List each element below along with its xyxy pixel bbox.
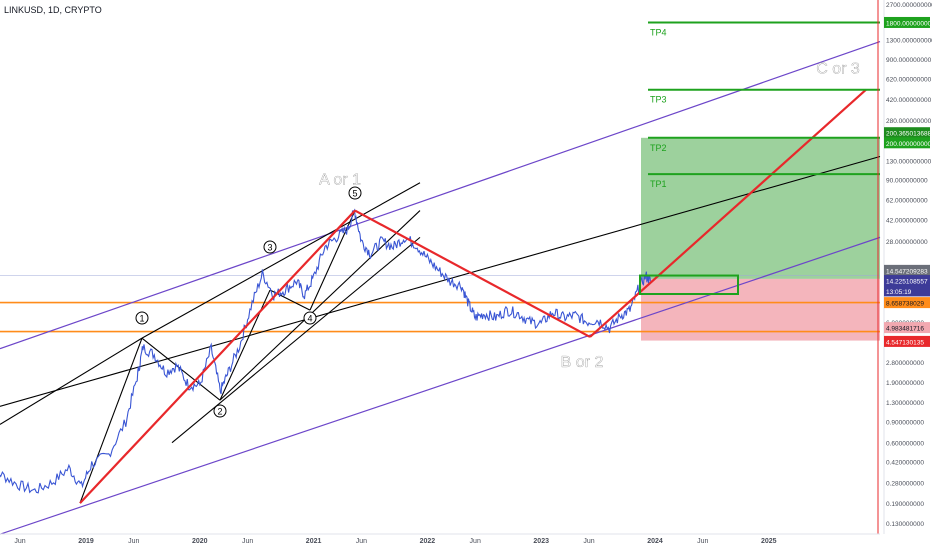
trendline-fan	[171, 236, 421, 444]
target-label-tp1: TP1	[650, 179, 667, 189]
price-axis-tick-label: 130.000000000	[886, 158, 932, 165]
wave-point-label: 3	[267, 243, 272, 253]
time-axis-tick-label: 2020	[192, 538, 208, 545]
wave-point-marker	[348, 186, 362, 200]
channel-upper-line	[0, 41, 881, 350]
time-axis-tick-label: 2019	[78, 538, 94, 545]
wave-label: B or 2	[561, 354, 604, 371]
price-axis-tick-label: 280.000000000	[886, 118, 932, 125]
price-axis-tick-label: 1.900000000	[886, 380, 924, 387]
price-series-line[interactable]	[0, 208, 651, 494]
price-axis-tick-label: 14.225108557	[886, 279, 928, 286]
entry-zone-box	[639, 274, 739, 296]
price-tag	[884, 137, 930, 149]
wave-point-label: 2	[217, 407, 222, 417]
time-axis-tick-label: Jun	[128, 538, 139, 545]
price-axis-tick-label: 13:05:19	[886, 289, 912, 296]
price-axis-tick-label: 0.130000000	[886, 521, 924, 528]
price-axis-tick-label: 90.000000000	[886, 178, 928, 185]
wave-point-marker	[213, 404, 227, 418]
target-label-tp4: TP4	[650, 27, 667, 37]
time-axis-tick-label: Jun	[697, 538, 708, 545]
price-axis-tick-label: 0.900000000	[886, 419, 924, 426]
price-axis-tick-label: 8.658738029	[886, 301, 924, 308]
price-axis-tick-label: 4.983481716	[886, 326, 924, 333]
price-axis-tick-label: 62.000000000	[886, 197, 928, 204]
wave-c-line	[589, 88, 867, 338]
loss-zone	[641, 278, 880, 341]
time-axis-tick-label: Jun	[470, 538, 481, 545]
price-tag	[884, 275, 930, 287]
price-axis-tick-label: 28.000000000	[886, 239, 928, 246]
price-axis-tick-label: 2700.000000000	[886, 2, 932, 9]
wave-connector	[79, 337, 143, 504]
price-tag	[884, 127, 930, 139]
price-axis-tick-label: 900.000000000	[886, 57, 932, 64]
price-axis-tick-label: 0.420000000	[886, 459, 924, 466]
time-axis-tick-label: Jun	[583, 538, 594, 545]
time-axis-tick-label: 2023	[533, 538, 549, 545]
chart-title: LINKUSD, 1D, CRYPTO	[4, 5, 102, 15]
wave-b-line	[354, 209, 591, 338]
price-axis-tick-label: 200.365013688	[886, 131, 932, 138]
price-axis-tick-label: 620.000000000	[886, 76, 932, 83]
price-axis-tick-label: 1.300000000	[886, 400, 924, 407]
price-tag	[884, 297, 930, 309]
trendline-long	[0, 155, 881, 407]
price-tag	[884, 285, 930, 297]
time-axis-tick-label: 2021	[306, 538, 322, 545]
price-axis-tick-label: 42.000000000	[886, 218, 928, 225]
time-axis-tick-label: 2025	[761, 538, 777, 545]
wave-a-line	[79, 209, 356, 504]
channel-lower-line	[0, 236, 881, 535]
trendline-fan	[219, 210, 421, 401]
wave-label: C or 3	[816, 61, 860, 78]
price-axis-tick-label: 1800.000000000	[886, 20, 932, 27]
price-axis-tick-label: 0.600000000	[886, 441, 924, 448]
wave-label: A or 1	[319, 172, 361, 189]
price-axis-tick-label: 1300.000000000	[886, 38, 932, 45]
price-tag	[884, 322, 930, 334]
trendline-upper	[141, 182, 421, 339]
target-label-tp3: TP3	[650, 95, 667, 105]
wave-point-label: 1	[139, 314, 144, 324]
wave-point-label: 4	[307, 314, 312, 324]
price-axis-tick-label: 2.800000000	[886, 360, 924, 367]
price-axis-tick-label: 200.000000000	[886, 141, 932, 148]
wave-point-label: 5	[352, 189, 357, 199]
price-axis-tick-label: 420.000000000	[886, 97, 932, 104]
wave-point-marker	[263, 240, 277, 254]
target-label-tp2: TP2	[650, 143, 667, 153]
price-tag	[884, 335, 930, 347]
wave-point-marker	[303, 311, 317, 325]
wave-point-marker	[135, 311, 149, 325]
time-axis-tick-label: Jun	[356, 538, 367, 545]
time-axis-tick-label: 2024	[647, 538, 663, 545]
price-axis-tick-label: 0.280000000	[886, 481, 924, 488]
price-tag	[884, 264, 930, 276]
price-axis-tick-label: 4.547130135	[886, 339, 924, 346]
time-axis-tick-label: Jun	[242, 538, 253, 545]
time-axis-tick-label: Jun	[14, 538, 25, 545]
price-axis-tick-label: 0.190000000	[886, 501, 924, 508]
price-axis-tick-label: 14.547209283	[886, 268, 928, 275]
trendline	[0, 337, 143, 425]
time-axis-tick-label: 2022	[420, 538, 436, 545]
price-tag	[884, 16, 930, 28]
